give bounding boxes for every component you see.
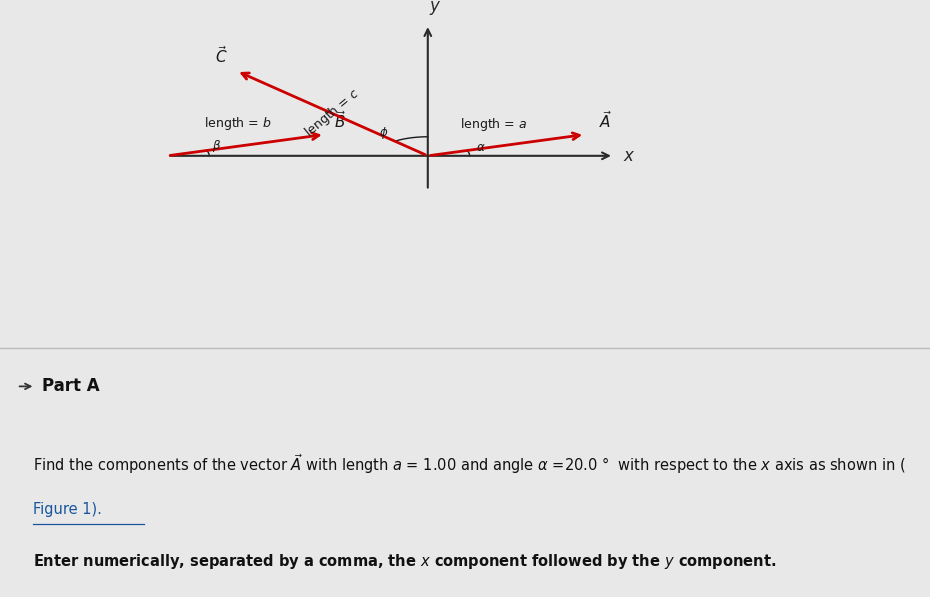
Text: $\vec{B}$: $\vec{B}$	[334, 110, 346, 131]
Text: $\vec{A}$: $\vec{A}$	[599, 110, 612, 131]
Text: Find the components of the vector $\vec{A}$ with length $a$ = 1.00 and angle $\a: Find the components of the vector $\vec{…	[33, 452, 905, 476]
Text: Figure 1).: Figure 1).	[33, 501, 101, 517]
Text: $\phi$: $\phi$	[379, 125, 389, 141]
Text: $\alpha$: $\alpha$	[476, 141, 485, 154]
Text: $\vec{C}$: $\vec{C}$	[215, 45, 227, 66]
Text: $x$: $x$	[623, 147, 635, 165]
Text: $\beta$: $\beta$	[212, 139, 221, 155]
Text: length = $b$: length = $b$	[205, 115, 272, 133]
Text: $y$: $y$	[429, 0, 442, 17]
Text: Enter numerically, separated by a comma, the $x$ component followed by the $y$ c: Enter numerically, separated by a comma,…	[33, 552, 776, 571]
Text: Part A: Part A	[42, 377, 100, 395]
Text: length = $a$: length = $a$	[460, 116, 527, 133]
Text: length = $c$: length = $c$	[300, 85, 363, 141]
